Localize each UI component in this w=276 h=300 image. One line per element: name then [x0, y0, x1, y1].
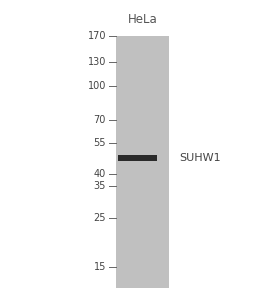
- Text: 170: 170: [87, 31, 106, 41]
- Text: 40: 40: [94, 169, 106, 178]
- Text: 35: 35: [94, 181, 106, 191]
- Text: 15: 15: [94, 262, 106, 272]
- Text: 55: 55: [94, 138, 106, 148]
- Text: 100: 100: [87, 81, 106, 92]
- Text: 70: 70: [94, 115, 106, 125]
- Text: 130: 130: [87, 56, 106, 67]
- Text: 25: 25: [94, 213, 106, 223]
- FancyBboxPatch shape: [116, 36, 169, 288]
- Text: SUHW1: SUHW1: [179, 153, 221, 163]
- FancyBboxPatch shape: [118, 155, 157, 161]
- Text: HeLa: HeLa: [128, 13, 157, 26]
